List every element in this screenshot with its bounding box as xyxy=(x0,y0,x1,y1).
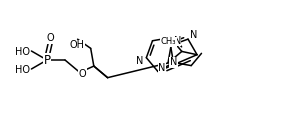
Text: HO: HO xyxy=(15,65,30,75)
Text: P: P xyxy=(44,55,50,65)
Text: CH₃: CH₃ xyxy=(161,37,176,46)
Text: N: N xyxy=(170,57,177,67)
Text: OH: OH xyxy=(69,40,84,50)
Text: HO: HO xyxy=(15,47,30,57)
Text: O: O xyxy=(79,69,87,79)
Text: N: N xyxy=(190,30,198,40)
Text: O: O xyxy=(79,69,87,79)
Text: N: N xyxy=(136,56,143,66)
Text: O: O xyxy=(46,33,54,43)
Text: OH: OH xyxy=(69,40,84,50)
Text: O: O xyxy=(46,33,54,43)
Text: N: N xyxy=(158,63,166,73)
Text: HO: HO xyxy=(15,47,30,57)
Text: P: P xyxy=(43,54,50,67)
Text: N: N xyxy=(173,36,181,46)
Text: HO: HO xyxy=(15,65,30,75)
